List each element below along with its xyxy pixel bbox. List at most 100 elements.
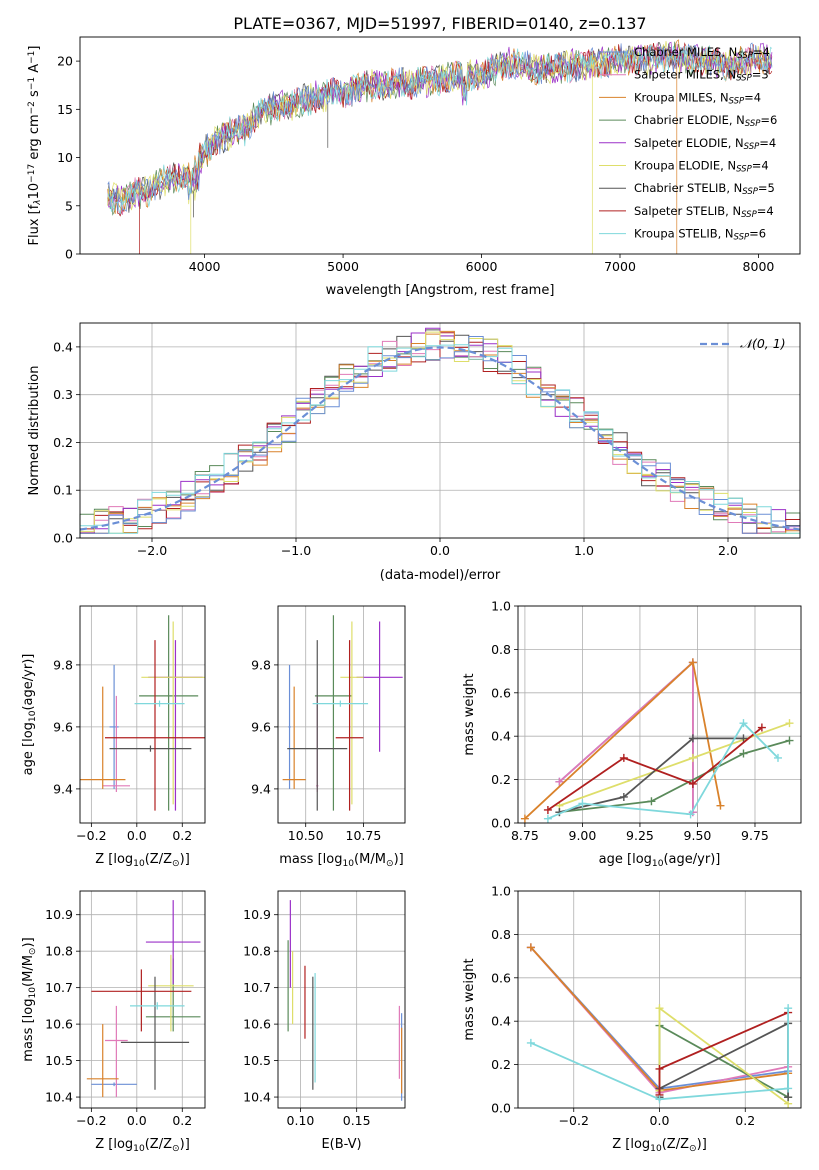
x-tick-label: 5000 xyxy=(327,259,359,274)
legend-entry: Salpeter MILES, NSSP=3 xyxy=(634,68,769,84)
x-tick-label: −1.0 xyxy=(281,543,311,558)
y-tick-label: 9.4 xyxy=(53,781,73,796)
spectrum-xlabel: wavelength [Angstrom, rest frame] xyxy=(326,283,555,298)
x-tick-label: 0.15 xyxy=(343,1113,371,1128)
figure-title: PLATE=0367, MJD=51997, FIBERID=0140, z=0… xyxy=(233,14,646,33)
weight-marker xyxy=(757,723,766,732)
legend-entry: 𝒩(0, 1) xyxy=(740,336,786,351)
y-tick-label: 5 xyxy=(65,198,73,213)
weight-marker xyxy=(647,797,656,806)
spectrum-legend: Chabrier MILES, NSSP=4 Salpeter MILES, NS… xyxy=(599,45,777,243)
normal-reference-curve xyxy=(79,346,801,531)
legend-entry: Chabrier ELODIE, NSSP=6 xyxy=(634,113,777,129)
x-tick-label: −2.0 xyxy=(137,543,167,558)
legend-entry: Chabrier STELIB, NSSP=5 xyxy=(634,181,775,197)
mass_vs_Z-ylabel: mass [log10(M/M⊙)] xyxy=(21,937,38,1061)
y-tick-label: 10.8 xyxy=(45,944,73,959)
y-tick-label: 15 xyxy=(57,102,73,117)
x-tick-label: 9.25 xyxy=(626,828,654,843)
age_vs_mass-xlabel: mass [log10(M/M⊙)] xyxy=(279,852,403,869)
x-tick-label: 0.2 xyxy=(172,1113,192,1128)
weight-marker xyxy=(785,719,794,728)
age_vs_mass-marks xyxy=(282,615,403,811)
y-tick-label: 10.9 xyxy=(243,907,271,922)
weight_vs_age-marks xyxy=(520,658,794,823)
legend-entry: Kroupa MILES, NSSP=4 xyxy=(634,90,761,106)
x-tick-label: −0.2 xyxy=(559,1113,589,1128)
y-tick-label: 1.0 xyxy=(491,599,511,614)
weight_vs_Z-xlabel: Z [log10(Z/Z⊙)] xyxy=(612,1137,707,1154)
mass_vs_ebv-marks xyxy=(287,900,403,1101)
weight-marker xyxy=(784,1093,793,1102)
histogram-series xyxy=(79,344,801,538)
x-tick-label: 0.2 xyxy=(172,828,192,843)
y-tick-label: 10.4 xyxy=(45,1090,73,1105)
y-tick-label: 0.4 xyxy=(491,729,511,744)
weight_vs_Z-ylabel: mass weight xyxy=(462,958,477,1040)
weight-marker xyxy=(655,1095,664,1104)
weight-marker xyxy=(526,943,535,952)
age_vs_Z-marks xyxy=(80,615,205,811)
y-tick-label: 0.0 xyxy=(491,1101,511,1116)
weight_vs_age-frame xyxy=(517,605,802,824)
x-tick-label: 9.50 xyxy=(684,828,712,843)
plots: 4000 5000 6000 7000 8000 0 5 10 15 20 Chabrier MIL… xyxy=(21,36,802,1154)
weight-series-line xyxy=(530,1008,789,1101)
residuals-xlabel: (data-model)/error xyxy=(380,568,501,583)
y-tick-label: 9.6 xyxy=(53,719,73,734)
weight-marker xyxy=(686,810,695,819)
weight-marker xyxy=(784,1004,793,1013)
y-tick-label: 0.0 xyxy=(491,816,511,831)
y-tick-label: 0.8 xyxy=(491,927,511,942)
y-tick-label: 10.8 xyxy=(243,944,271,959)
x-tick-label: −0.2 xyxy=(76,828,106,843)
x-tick-label: 0.0 xyxy=(430,543,450,558)
y-tick-label: 0.1 xyxy=(53,483,73,498)
mass_vs_Z-frame xyxy=(79,890,206,1109)
age_vs_mass-frame xyxy=(277,605,406,824)
x-tick-label: 2.0 xyxy=(718,543,738,558)
weight-series-line xyxy=(547,726,763,811)
weight-marker xyxy=(688,734,697,743)
weight_vs_Z-axes: −0.2 0.0 0.2 0.0 0.2 0.4 0.6 0.8 1.0 Z [log10(Z/Z… xyxy=(462,884,802,1154)
weight_vs_age-xlabel: age [log10(age/yr)] xyxy=(599,852,721,869)
weight-marker xyxy=(739,734,748,743)
age_vs_Z-axes: −0.2 0.0 0.2 9.4 9.6 9.8 Z [log10(Z/Z⊙)] age [l… xyxy=(21,605,206,869)
y-tick-label: 0.4 xyxy=(53,339,73,354)
mass_vs_Z-marks xyxy=(86,900,201,1098)
y-tick-label: 10 xyxy=(57,150,73,165)
spectrum-marks xyxy=(107,39,773,254)
x-tick-label: 6000 xyxy=(466,259,498,274)
weight-marker xyxy=(784,1084,793,1093)
residuals-axes: −2.0 −1.0 0.0 1.0 2.0 0.0 0.1 0.2 0.3 0.4 𝒩(0, 1) (… xyxy=(27,322,801,583)
weight_vs_Z-marks xyxy=(526,943,793,1108)
weight-marker xyxy=(555,777,564,786)
weight-marker xyxy=(619,792,628,801)
weight-marker xyxy=(619,753,628,762)
x-tick-label: 0.0 xyxy=(650,1113,670,1128)
weight-marker xyxy=(688,779,697,788)
y-tick-label: 0.2 xyxy=(491,772,511,787)
y-tick-label: 9.6 xyxy=(251,719,271,734)
x-tick-label: 0.2 xyxy=(735,1113,755,1128)
weight-marker xyxy=(716,801,725,810)
y-tick-label: 9.8 xyxy=(251,657,271,672)
y-tick-label: 0.8 xyxy=(491,642,511,657)
x-tick-label: 9.00 xyxy=(569,828,597,843)
legend-entry: Kroupa ELODIE, NSSP=4 xyxy=(634,159,769,175)
y-tick-label: 0.6 xyxy=(491,970,511,985)
spectrum-axes: 4000 5000 6000 7000 8000 0 5 10 15 20 Chabrier MIL… xyxy=(27,36,801,298)
y-tick-label: 0.2 xyxy=(491,1057,511,1072)
x-tick-label: 10.50 xyxy=(288,828,324,843)
x-tick-label: 8.75 xyxy=(511,828,539,843)
y-tick-label: 10.6 xyxy=(45,1017,73,1032)
x-tick-label: 0.0 xyxy=(127,828,147,843)
y-tick-label: 9.8 xyxy=(53,657,73,672)
weight-marker xyxy=(655,1004,664,1013)
y-tick-label: 0 xyxy=(65,247,73,262)
x-tick-label: 0.0 xyxy=(127,1113,147,1128)
legend-entry: Salpeter ELODIE, NSSP=4 xyxy=(634,136,776,152)
spectrum-series-line xyxy=(107,44,773,215)
age_vs_Z-frame xyxy=(79,605,206,824)
